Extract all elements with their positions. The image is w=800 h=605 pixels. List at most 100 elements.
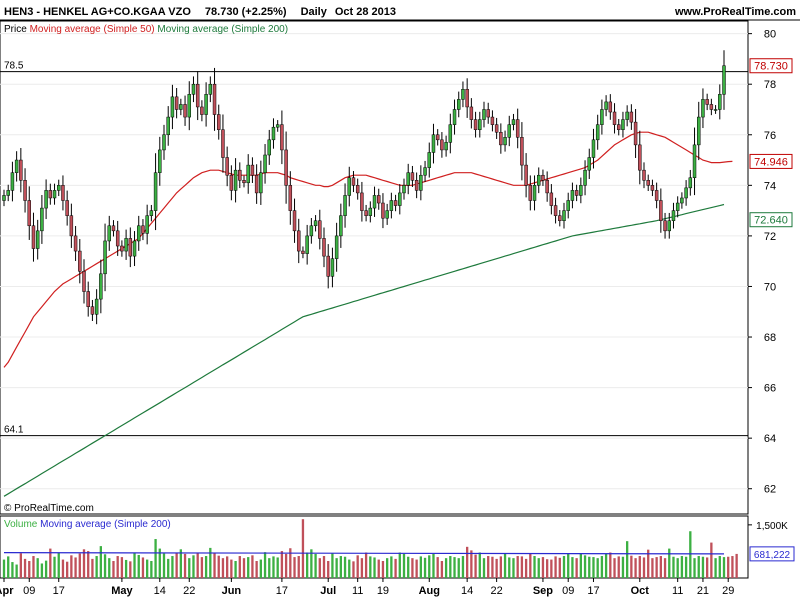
candle xyxy=(65,190,69,226)
candle-body-down xyxy=(318,220,322,239)
candle-body-up xyxy=(44,190,48,209)
volume-bar xyxy=(718,556,721,578)
candle xyxy=(355,178,360,200)
volume-bar xyxy=(436,557,439,578)
volume-bar xyxy=(124,559,128,578)
volume-bar xyxy=(213,553,216,578)
price-tag-label: 78.730 xyxy=(754,61,788,73)
candle-body-up xyxy=(406,172,410,186)
candle xyxy=(659,188,663,233)
price-tag: 74.946 xyxy=(749,153,793,169)
candle-body-down xyxy=(515,119,520,138)
candle-body-down xyxy=(528,185,533,201)
candle xyxy=(381,193,385,229)
last-price-text: 78.730 (+2.25%) xyxy=(205,6,287,18)
x-tick-label: 21 xyxy=(697,585,709,597)
title-text: HEN3 - HENKEL AG+CO.KGAA VZO xyxy=(4,6,191,18)
candle xyxy=(654,182,659,209)
price-tag-box xyxy=(749,153,793,169)
x-tick-label: Jun xyxy=(222,585,242,597)
horizontal-level-label: 78.5 xyxy=(4,61,24,72)
volume-bar xyxy=(154,539,157,578)
volume-bar xyxy=(360,558,364,578)
candle-body-down xyxy=(524,164,528,186)
volume-bar xyxy=(651,558,654,578)
volume-bar xyxy=(583,555,587,578)
candle xyxy=(330,247,335,288)
volume-bar xyxy=(672,556,675,578)
candle xyxy=(646,174,650,191)
candle xyxy=(558,210,562,227)
volume-bar xyxy=(575,558,578,578)
candle-body-up xyxy=(625,111,629,120)
volume-bar xyxy=(630,555,633,578)
candle xyxy=(713,105,718,114)
price-tick-label: 66 xyxy=(764,383,776,395)
volume-bar xyxy=(512,558,515,578)
candle-body-down xyxy=(553,205,558,216)
volume-bar xyxy=(7,556,10,578)
volume-bar xyxy=(600,556,604,578)
candle xyxy=(187,81,191,131)
candle xyxy=(457,91,461,118)
candle xyxy=(35,219,40,260)
volume-bar xyxy=(663,558,667,578)
candle-body-up xyxy=(532,185,537,201)
candle-body-up xyxy=(14,159,19,173)
volume-bar xyxy=(82,549,86,578)
x-tick-label: Jul xyxy=(320,585,336,597)
candle-body-down xyxy=(229,174,234,191)
price-legend-label: Price xyxy=(4,24,27,35)
candle-body-up xyxy=(583,169,587,186)
volume-bar xyxy=(524,558,528,578)
candle xyxy=(461,81,465,108)
candle xyxy=(473,111,478,138)
candle xyxy=(23,168,27,213)
candle-body-up xyxy=(562,210,566,221)
candle-body-down xyxy=(490,116,495,125)
candle-body-up xyxy=(267,139,271,156)
x-tick-label: May xyxy=(111,585,133,597)
candle xyxy=(406,163,410,195)
volume-bar xyxy=(310,549,313,578)
candle-body-down xyxy=(284,149,288,186)
candle xyxy=(667,212,671,239)
candle-body-up xyxy=(680,197,684,204)
candle xyxy=(360,181,364,222)
candle xyxy=(448,113,453,154)
volume-ma-tag-label: 681,222 xyxy=(754,550,791,561)
volume-bar xyxy=(478,552,481,578)
candle xyxy=(313,215,318,232)
price-tag-box xyxy=(749,212,793,228)
volume-bar xyxy=(466,546,469,578)
candle xyxy=(78,239,82,284)
candle-body-up xyxy=(566,200,570,211)
candle-body-up xyxy=(334,235,339,259)
candle xyxy=(604,95,608,117)
volume-bar xyxy=(204,556,208,578)
candle-body-down xyxy=(355,185,360,194)
candle xyxy=(191,76,196,103)
volume-bar xyxy=(461,556,465,578)
candle xyxy=(600,99,604,135)
candle-body-down xyxy=(608,101,613,113)
candle-body-up xyxy=(313,220,318,227)
candle xyxy=(402,178,406,200)
candle-body-down xyxy=(195,83,200,108)
candle-body-down xyxy=(705,99,709,105)
volume-bar xyxy=(331,553,334,578)
horizontal-level-label: 64.1 xyxy=(4,425,24,436)
candle-body-up xyxy=(153,172,158,211)
candle-body-down xyxy=(617,124,621,130)
candle-body-down xyxy=(612,111,617,125)
candle xyxy=(174,87,179,119)
x-tick-label: 11 xyxy=(672,585,683,597)
volume-bar xyxy=(95,556,98,578)
candle-body-up xyxy=(431,134,436,153)
price-axis: 62 64 66 68 70 72 74 76 78 80 xyxy=(748,29,776,496)
candle xyxy=(633,109,638,158)
volume-bar xyxy=(394,558,397,578)
volume-bar xyxy=(373,557,376,578)
candle-body-up xyxy=(402,185,406,194)
candle xyxy=(212,67,217,131)
